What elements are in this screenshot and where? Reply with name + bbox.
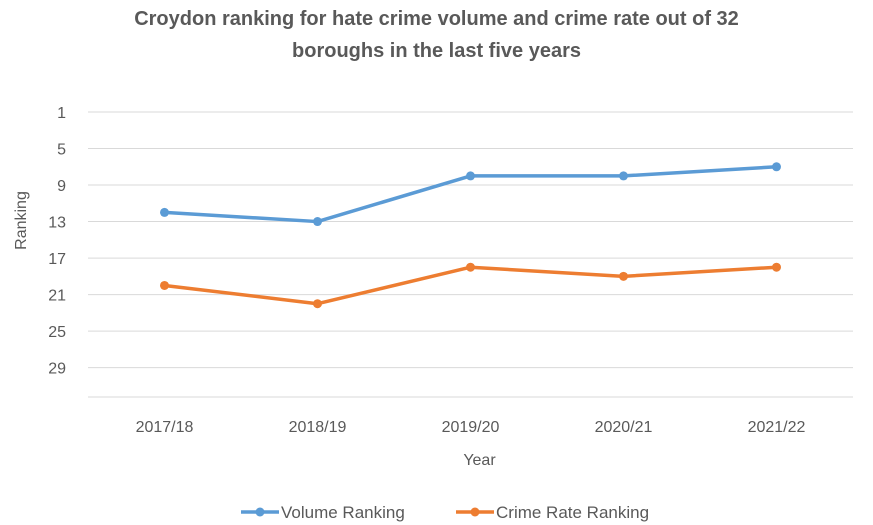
data-point <box>466 262 475 272</box>
chart-title-line-1: Croydon ranking for hate crime volume an… <box>134 8 739 30</box>
x-tick-label: 2019/20 <box>442 419 500 436</box>
data-point <box>619 271 628 281</box>
x-tick-label: 2018/19 <box>289 419 347 436</box>
legend-item: Volume Ranking <box>241 503 405 522</box>
x-tick-label: 2021/22 <box>748 419 806 436</box>
data-point <box>160 207 169 217</box>
data-point <box>466 171 475 181</box>
legend-label: Crime Rate Ranking <box>496 503 649 522</box>
legend-swatch-marker <box>470 507 480 517</box>
x-tick-label: 2020/21 <box>595 419 653 436</box>
legend-label: Volume Ranking <box>281 503 405 522</box>
y-tick-labels: 1 5 9 13 17 21 25 29 <box>48 105 66 378</box>
legend: Volume Ranking Crime Rate Ranking <box>241 503 649 522</box>
chart-title-line-2: boroughs in the last five years <box>292 40 581 62</box>
data-point <box>772 262 781 272</box>
x-axis-title: Year <box>463 452 496 469</box>
legend-swatch-marker <box>255 507 265 517</box>
x-tick-labels: 2017/18 2018/19 2019/20 2020/21 2021/22 <box>136 419 806 436</box>
y-tick-label: 13 <box>48 215 66 232</box>
series-lines <box>160 162 781 309</box>
data-point <box>619 171 628 181</box>
data-point <box>313 299 322 309</box>
y-tick-label: 25 <box>48 324 66 341</box>
data-point <box>160 280 169 290</box>
data-point <box>313 217 322 227</box>
gridlines <box>88 111 853 398</box>
y-tick-label: 17 <box>48 251 66 268</box>
data-point <box>772 162 781 172</box>
y-tick-label: 9 <box>57 178 66 195</box>
y-axis-title: Ranking <box>13 191 30 250</box>
legend-item: Crime Rate Ranking <box>456 503 649 522</box>
y-tick-label: 5 <box>57 142 66 159</box>
y-tick-label: 29 <box>48 361 66 378</box>
y-tick-label: 21 <box>48 288 66 305</box>
y-tick-label: 1 <box>57 105 66 122</box>
x-tick-label: 2017/18 <box>136 419 194 436</box>
series-1 <box>160 262 781 309</box>
series-0 <box>160 162 781 227</box>
series-line <box>162 265 779 306</box>
